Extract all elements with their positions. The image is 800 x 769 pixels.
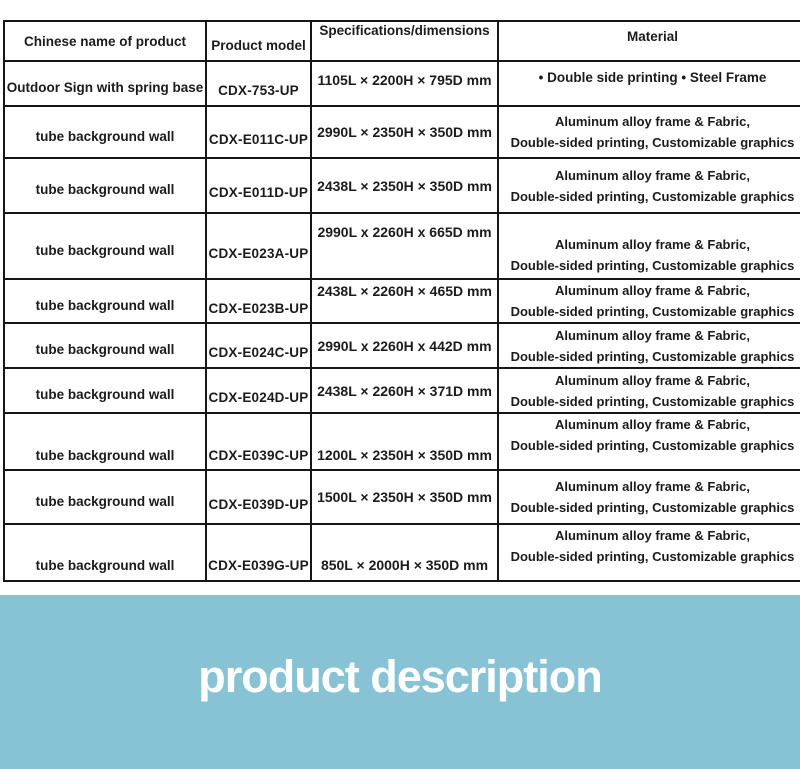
spec-cell: 850L × 2000H × 350D mm [310,523,499,582]
table-row: tube background wall CDX-E039G-UP 850L ×… [3,523,800,582]
material-cell: Aluminum alloy frame & Fabric, Double-sid… [497,322,800,369]
material-cell: Aluminum alloy frame & Fabric, Double-sid… [497,105,800,159]
table-row: tube background wall CDX-E023B-UP 2438L … [3,278,800,324]
product-name-cell: tube background wall [3,105,207,159]
material-cell: Aluminum alloy frame & Fabric, Double-sid… [497,278,800,324]
spec-cell: 1500L × 2350H × 350D mm [310,469,499,525]
material-cell: Aluminum alloy frame & Fabric, Double-sid… [497,523,800,582]
material-cell: Aluminum alloy frame & Fabric, Double-sid… [497,469,800,525]
column-header-specifications: Specifications/dimensions [310,20,499,62]
product-model-cell: CDX-E023B-UP [205,278,312,324]
spec-cell: 1200L × 2350H × 350D mm [310,412,499,471]
product-name-cell: tube background wall [3,322,207,369]
material-cell: Aluminum alloy frame & Fabric, Double-sid… [497,212,800,280]
table-row: tube background wall CDX-E039D-UP 1500L … [3,469,800,525]
product-model-cell: CDX-E011C-UP [205,105,312,159]
product-name-cell: tube background wall [3,367,207,414]
spec-cell: 2438L × 2260H × 371D mm [310,367,499,414]
product-model-cell: CDX-E039D-UP [205,469,312,525]
table-header-row: Chinese name of product Product model Sp… [3,20,800,62]
material-cell: Aluminum alloy frame & Fabric, Double-sid… [497,412,800,471]
product-name-cell: tube background wall [3,157,207,214]
table-row: Outdoor Sign with spring base CDX-753-UP… [3,60,800,107]
product-name-cell: tube background wall [3,212,207,280]
product-name-cell: tube background wall [3,469,207,525]
product-name-cell: tube background wall [3,278,207,324]
product-name-cell: tube background wall [3,523,207,582]
spec-cell: 2990L x 2260H x 665D mm [310,212,499,280]
table-row: tube background wall CDX-E024C-UP 2990L … [3,322,800,369]
material-cell: • Double side printing • Steel Frame [497,60,800,107]
spec-cell: 2990L x 2260H x 442D mm [310,322,499,369]
column-header-product-model: Product model [205,20,312,62]
product-model-cell: CDX-E023A-UP [205,212,312,280]
product-model-cell: CDX-E024D-UP [205,367,312,414]
banner-title: product description [198,651,603,702]
table-row: tube background wall CDX-E011C-UP 2990L … [3,105,800,159]
product-description-banner: product description [0,595,800,769]
product-model-cell: CDX-E011D-UP [205,157,312,214]
spec-cell: 2438L × 2350H × 350D mm [310,157,499,214]
spec-cell: 1105L × 2200H × 795D mm [310,60,499,107]
column-header-chinese-name: Chinese name of product [3,20,207,62]
spec-cell: 2438L × 2260H × 465D mm [310,278,499,324]
product-spec-table: Chinese name of product Product model Sp… [3,20,800,582]
material-cell: Aluminum alloy frame & Fabric, Double-sid… [497,157,800,214]
product-name-cell: Outdoor Sign with spring base [3,60,207,107]
table-row: tube background wall CDX-E023A-UP 2990L … [3,212,800,280]
column-header-material: Material [497,20,800,62]
product-name-cell: tube background wall [3,412,207,471]
table-row: tube background wall CDX-E024D-UP 2438L … [3,367,800,414]
table-row: tube background wall CDX-E039C-UP 1200L … [3,412,800,471]
spec-cell: 2990L × 2350H × 350D mm [310,105,499,159]
product-model-cell: CDX-E039C-UP [205,412,312,471]
product-model-cell: CDX-E024C-UP [205,322,312,369]
table-row: tube background wall CDX-E011D-UP 2438L … [3,157,800,214]
product-model-cell: CDX-753-UP [205,60,312,107]
material-cell: Aluminum alloy frame & Fabric, Double-sid… [497,367,800,414]
product-model-cell: CDX-E039G-UP [205,523,312,582]
